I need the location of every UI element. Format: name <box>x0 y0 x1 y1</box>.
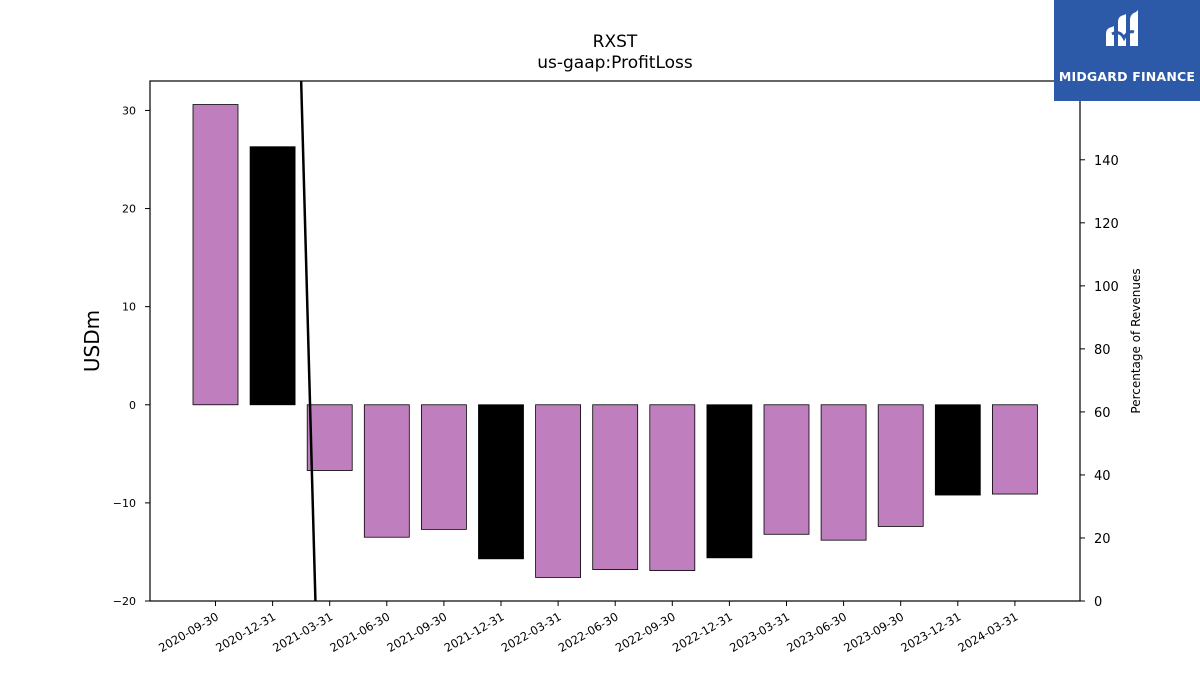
y-tick-label: 20 <box>122 203 136 216</box>
y2-tick-label: 100 <box>1094 280 1119 295</box>
x-tick-label: 2021-12-31 <box>442 609 507 655</box>
bar <box>992 404 1038 495</box>
x-tick-label: 2022-06-30 <box>556 609 621 655</box>
y2-tick-label: 60 <box>1094 406 1111 421</box>
x-tick-label: 2023-09-30 <box>841 609 906 655</box>
bar <box>706 404 753 559</box>
bar <box>763 404 810 535</box>
chart-title: RXST <box>592 32 638 52</box>
x-tick-label: 2020-12-31 <box>213 609 278 655</box>
y2-tick-label: 0 <box>1094 595 1102 610</box>
bar <box>192 104 239 406</box>
bar <box>535 404 581 578</box>
y-tick-label: −20 <box>113 595 136 608</box>
bar <box>306 404 353 471</box>
x-tick-label: 2022-03-31 <box>499 609 564 655</box>
bar <box>249 146 296 406</box>
y-tick-label: 30 <box>122 104 136 117</box>
bar <box>420 404 467 530</box>
y-tick-label: 0 <box>129 399 136 412</box>
x-tick-label: 2023-12-31 <box>898 609 963 655</box>
y-tick-label: 10 <box>122 301 136 314</box>
y2-tick-label: 40 <box>1094 469 1111 484</box>
y2-axis-label: Percentage of Revenues <box>1129 268 1143 413</box>
x-tick-label: 2021-06-30 <box>327 609 392 655</box>
percentage-line <box>299 81 317 601</box>
midgard-finance-logo: MIDGARD FINANCE <box>1054 0 1200 101</box>
x-tick-label: 2020-09-30 <box>156 609 221 655</box>
x-tick-label: 2023-03-31 <box>727 609 792 655</box>
x-tick-label: 2022-12-31 <box>670 609 735 655</box>
bar <box>478 404 524 560</box>
chart-subtitle: us-gaap:ProfitLoss <box>537 53 693 73</box>
x-tick-label: 2024-03-31 <box>956 609 1021 655</box>
y-tick-label: −10 <box>113 497 136 510</box>
bar <box>820 404 867 541</box>
x-tick-label: 2021-09-30 <box>385 609 450 655</box>
bar <box>649 404 696 571</box>
y2-tick-label: 140 <box>1094 154 1119 169</box>
y2-tick-label: 120 <box>1094 217 1119 232</box>
bar <box>592 404 639 571</box>
midgard-logo-icon <box>1106 10 1138 46</box>
y2-tick-label: 20 <box>1094 532 1111 547</box>
bar <box>877 404 924 527</box>
bar <box>363 404 410 538</box>
bar <box>934 404 981 496</box>
x-tick-label: 2022-09-30 <box>613 609 678 655</box>
y2-tick-label: 80 <box>1094 343 1111 358</box>
x-tick-label: 2023-06-30 <box>784 609 849 655</box>
x-tick-label: 2021-03-31 <box>270 609 335 655</box>
logo-text: MIDGARD FINANCE <box>1058 69 1196 84</box>
y-axis-label: USDm <box>80 310 104 372</box>
